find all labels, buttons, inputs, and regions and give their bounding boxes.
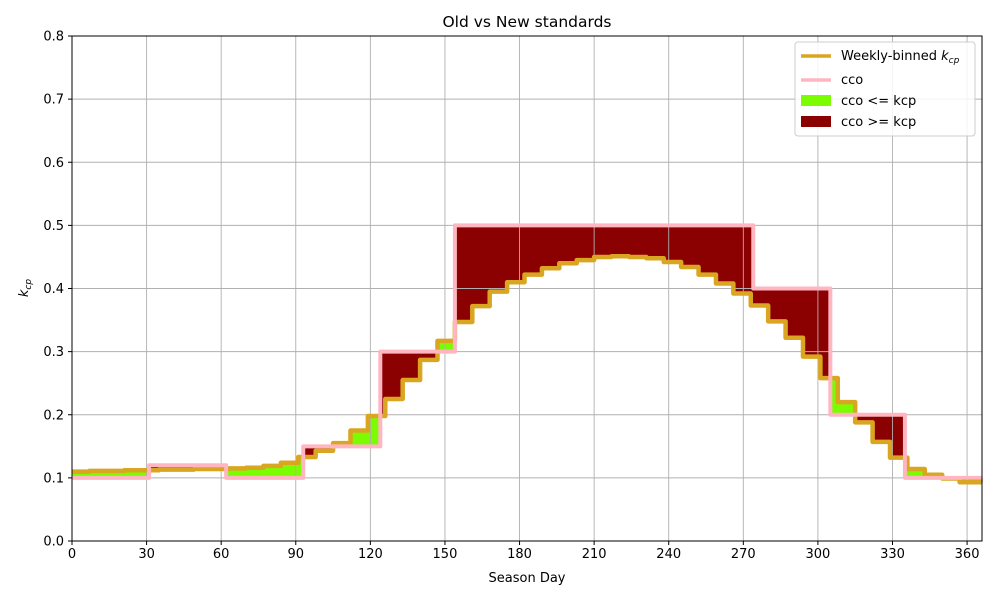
fill-cco-ge-kcp [646,225,665,259]
fill-cco-ge-kcp [715,225,734,284]
fill-cco-le-kcp [367,416,381,447]
fill-cco-ge-kcp [768,288,787,322]
axis-ticks: 0 30 60 90 120 150 180 210 240 270 300 330 360 0.0 0.1… [43,30,979,563]
fill-cco-le-kcp [106,470,125,478]
x-tick-label: 300 [805,547,830,562]
fill-cco-le-kcp [228,468,247,478]
x-tick-label: 270 [731,547,756,562]
fill-cco-ge-kcp [380,351,386,417]
legend-box [794,41,976,137]
series-line-cco [72,223,982,480]
fill-cco-ge-kcp [753,288,769,306]
y-tick-label: 0.0 [43,535,64,550]
fill-cco-ge-kcp [303,446,317,458]
x-tick-label: 330 [880,547,905,562]
fill-cco-ge-kcp [507,225,526,283]
fill-areas [72,225,983,483]
legend-label-cco: cco [841,73,863,88]
fill-cco-ge-kcp [872,414,891,442]
y-axis-title: kcp [17,279,34,297]
fill-cco-le-kcp [141,470,150,478]
y-tick-label: 0.6 [43,156,64,171]
fill-cco-ge-kcp [559,225,578,264]
fill-cco-ge-kcp [489,225,508,292]
x-axis-title: Season Day [489,571,566,586]
legend: Weekly-binned kcp cco cco <= kcp cco >= … [794,41,976,137]
fill-cco-ge-kcp [402,351,421,381]
x-tick-label: 210 [582,547,607,562]
legend-swatch-cco-ge-kcp [801,116,831,127]
y-tick-label: 0.2 [43,408,64,423]
x-tick-label: 360 [955,547,980,562]
fill-cco-ge-kcp [628,225,647,257]
fill-cco-ge-kcp [681,225,700,268]
fill-cco-le-kcp [246,467,265,478]
x-tick-label: 0 [68,547,76,562]
fill-cco-ge-kcp [855,414,874,423]
fill-cco-le-kcp [89,470,108,478]
x-tick-label: 120 [358,547,383,562]
fill-cco-le-kcp [830,378,839,415]
fill-cco-ge-kcp [890,414,906,458]
fill-cco-ge-kcp [594,225,613,257]
fill-cco-le-kcp [837,402,856,415]
fill-cco-le-kcp [263,465,282,478]
fill-cco-le-kcp [72,471,91,478]
fill-cco-ge-kcp [420,351,439,360]
x-tick-label: 180 [507,547,532,562]
series-lines [72,223,982,485]
legend-label-cco-ge-kcp: cco >= kcp [841,115,916,130]
fill-cco-le-kcp [280,462,299,478]
fill-cco-ge-kcp [454,225,473,322]
legend-label-weekly-kcp: Weekly-binned kcp [841,49,960,66]
x-tick-label: 60 [213,547,230,562]
fill-cco-le-kcp [437,340,456,352]
y-tick-label: 0.5 [43,219,64,234]
fill-cco-ge-kcp [385,351,404,399]
fill-cco-ge-kcp [472,225,491,307]
legend-swatch-cco-le-kcp [801,95,831,106]
fill-cco-le-kcp [350,430,369,447]
series-line-weekly-kcp [72,254,982,485]
y-tick-label: 0.8 [43,30,64,45]
fill-cco-le-kcp [124,470,143,478]
fill-cco-ge-kcp [611,225,630,257]
fill-cco-ge-kcp [149,465,160,471]
fill-cco-ge-kcp [663,225,682,262]
fill-cco-ge-kcp [541,225,560,269]
x-tick-label: 30 [138,547,155,562]
x-tick-label: 150 [433,547,458,562]
fill-cco-ge-kcp [802,288,821,357]
chart-title: Old vs New standards [442,13,611,31]
y-tick-label: 0.3 [43,345,64,360]
fill-cco-le-kcp [298,457,304,478]
fill-cco-ge-kcp [733,225,752,294]
fill-cco-le-kcp [907,469,926,478]
fill-cco-ge-kcp [698,225,717,275]
x-tick-label: 90 [287,547,304,562]
fill-cco-ge-kcp [524,225,543,275]
legend-label-cco-le-kcp: cco <= kcp [841,94,916,109]
fill-cco-ge-kcp [820,288,831,379]
fill-cco-ge-kcp [576,225,595,261]
y-tick-label: 0.1 [43,471,64,486]
x-tick-label: 240 [656,547,681,562]
y-tick-label: 0.4 [43,282,64,297]
y-tick-label: 0.7 [43,93,64,108]
fill-cco-ge-kcp [785,288,804,338]
